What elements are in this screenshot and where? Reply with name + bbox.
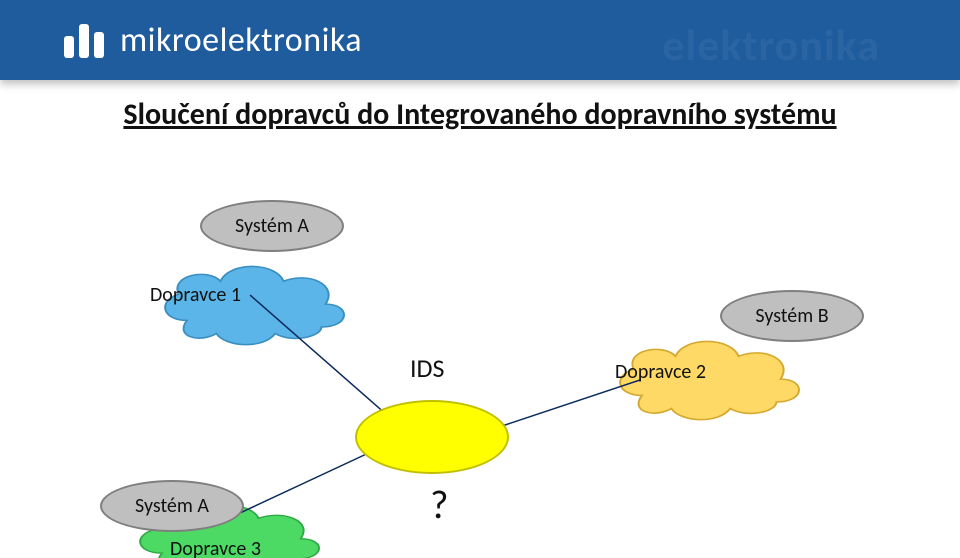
question-mark: ? — [430, 480, 449, 529]
node-label: Systém B — [755, 304, 828, 328]
node-label: Systém A — [135, 494, 209, 518]
cloud-label-dopravce-1: Dopravce 1 — [150, 283, 241, 307]
node-label: Systém A — [235, 214, 309, 238]
node-label-ids: IDS — [410, 352, 445, 384]
node-system-a-bottom: Systém A — [100, 480, 244, 532]
brand-logo-icon — [60, 16, 108, 64]
brand-name: mikroelektronika — [120, 20, 362, 61]
header-bar: mikroelektronika elektronika — [0, 0, 960, 80]
cloud-label-dopravce-2: Dopravce 2 — [615, 360, 706, 384]
node-ids — [355, 400, 509, 474]
brand: mikroelektronika — [0, 0, 960, 80]
node-system-a-top: Systém A — [200, 200, 344, 252]
node-system-b: Systém B — [720, 290, 864, 342]
slide-area: Sloučení dopravců do Integrovaného dopra… — [0, 80, 960, 558]
cloud-label-dopravce-3: Dopravce 3 — [170, 537, 261, 558]
